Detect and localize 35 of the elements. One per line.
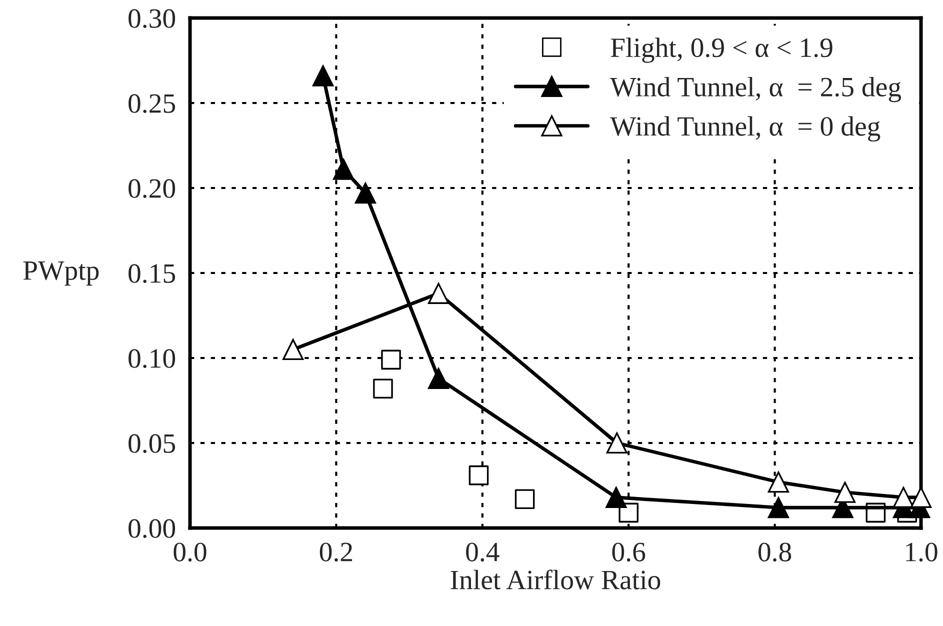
y-tick-label: 0.10 [128, 349, 176, 368]
point [606, 432, 628, 454]
y-tick-label: 0.30 [128, 9, 176, 28]
x-axis-title: Inlet Airflow Ratio [450, 570, 660, 590]
x-tick-label: 0.2 [320, 542, 352, 562]
point [373, 378, 393, 398]
point [768, 472, 790, 493]
y-tick-label: 0.20 [128, 179, 176, 198]
point [428, 368, 450, 389]
point [910, 486, 932, 508]
y-tick-label: 0.15 [128, 264, 176, 284]
y-tick-label: 0.25 [128, 94, 176, 114]
x-tick-label: 0.8 [758, 542, 792, 562]
point [606, 486, 627, 508]
x-tick-label: 0.4 [466, 542, 500, 562]
point [834, 482, 856, 503]
y-axis-title: PWptp [23, 261, 99, 286]
y-tick-label: 0.00 [128, 519, 176, 538]
point [332, 158, 354, 180]
point [354, 182, 376, 204]
legend-label: Wind Tunnel, α = 0 deg [610, 116, 880, 142]
x-tick-label: 0.6 [612, 542, 646, 562]
point [618, 502, 638, 523]
point [514, 489, 535, 509]
point [428, 282, 450, 304]
x-tick-label: 0.0 [174, 542, 206, 562]
point [468, 465, 489, 486]
legend-label: Flight, 0.9 < α < 1.9 [610, 38, 832, 63]
point [768, 497, 790, 518]
point [381, 350, 401, 370]
point [282, 338, 304, 360]
y-tick-label: 0.05 [128, 434, 176, 454]
x-tick-label: 1.0 [906, 542, 938, 562]
point [312, 65, 334, 86]
legend-label: Wind Tunnel, α = 2.5 deg [610, 76, 902, 102]
